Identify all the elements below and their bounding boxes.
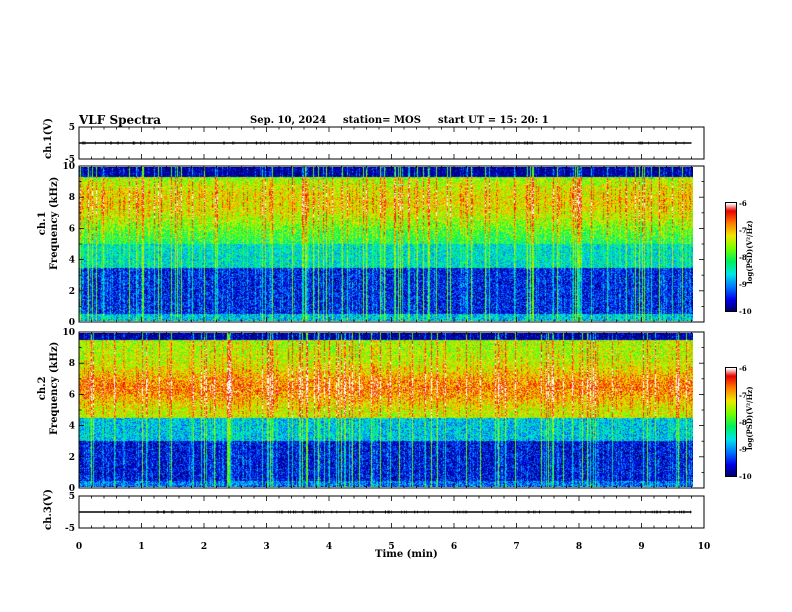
colorbar-tick-label: -7 <box>739 391 747 400</box>
ch1-colorbar <box>725 202 737 312</box>
x-tick-label: 7 <box>513 542 519 552</box>
y-tick-label: 10 <box>62 162 75 172</box>
colorbar-tick-label: -7 <box>739 226 747 235</box>
x-tick-label: 4 <box>326 542 332 552</box>
x-tick-label: 0 <box>76 542 82 552</box>
y-tick-label: 6 <box>69 224 75 234</box>
ch1-spectrogram-image <box>79 167 693 321</box>
y-tick-label: 6 <box>69 390 75 400</box>
x-tick-label: 2 <box>201 542 207 552</box>
y-tick-label: 5 <box>69 492 75 502</box>
y-tick-label: 10 <box>62 328 75 338</box>
x-tick-label: 1 <box>138 542 144 552</box>
station-label: station= MOS <box>343 115 421 126</box>
x-tick-label: 8 <box>576 542 582 552</box>
colorbar-tick-label: -8 <box>739 253 747 262</box>
y-tick-label: 8 <box>69 193 75 203</box>
x-tick-label: 6 <box>451 542 457 552</box>
ch2-spectrogram-image <box>79 333 693 487</box>
y-tick-label: 4 <box>69 422 75 432</box>
x-tick-label: 3 <box>263 542 269 552</box>
y-tick-label: 2 <box>69 287 75 297</box>
colorbar-tick-label: -10 <box>739 307 752 316</box>
chart-title: VLF Spectra <box>79 113 162 127</box>
colorbar-tick-label: -6 <box>739 199 747 208</box>
y-tick-label: -5 <box>65 524 75 534</box>
x-tick-label: 10 <box>698 542 711 552</box>
x-tick-label: 5 <box>388 542 394 552</box>
y-tick-label: -5 <box>65 155 75 165</box>
panel-frame-1 <box>78 165 705 323</box>
y-tick-label: 2 <box>69 453 75 463</box>
y-tick-label: 8 <box>69 359 75 369</box>
colorbar-tick-label: -10 <box>739 472 752 481</box>
panel-frame-2 <box>78 331 705 489</box>
x-tick-label: 9 <box>638 542 644 552</box>
y-tick-label: 5 <box>69 123 75 133</box>
colorbar-tick-label: -9 <box>739 445 747 454</box>
colorbar-tick-label: -9 <box>739 280 747 289</box>
start-time-label: start UT = 15: 20: 1 <box>438 115 549 126</box>
y-tick-label: 4 <box>69 256 75 266</box>
colorbar-tick-label: -8 <box>739 418 747 427</box>
y-tick-label: 0 <box>69 318 75 328</box>
ch2-colorbar <box>725 367 737 477</box>
date-label: Sep. 10, 2024 <box>250 115 327 126</box>
colorbar-tick-label: -6 <box>739 364 747 373</box>
x-axis-label: Time (min) <box>375 549 438 560</box>
y-tick-label: 0 <box>69 484 75 494</box>
